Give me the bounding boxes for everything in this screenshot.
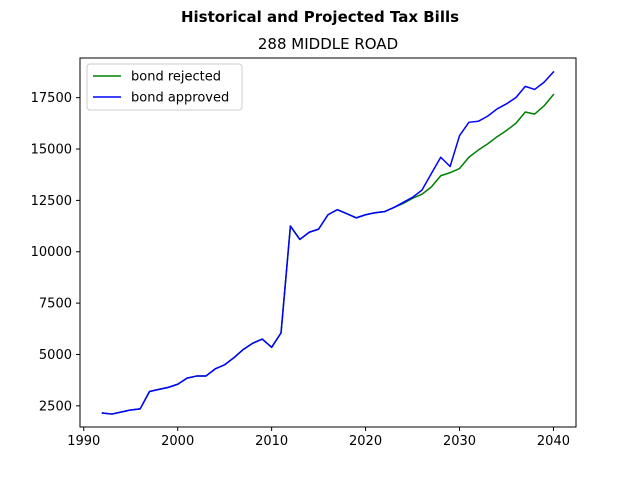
- series-line-bond-approved: [101, 70, 555, 415]
- chart-suptitle: Historical and Projected Tax Bills: [181, 8, 459, 26]
- axes-frame: [79, 57, 577, 428]
- x-tick-label: 1990: [67, 434, 100, 449]
- y-tick-label: 7500: [39, 297, 72, 312]
- y-tick-label: 5000: [39, 348, 72, 363]
- y-tick-label: 15000: [31, 143, 72, 158]
- x-tick-label: 2010: [255, 434, 288, 449]
- chart-title: 288 MIDDLE ROAD: [258, 35, 398, 53]
- legend-label: bond rejected: [131, 70, 221, 85]
- x-tick-label: 2040: [537, 434, 570, 449]
- legend-label: bond approved: [131, 91, 229, 106]
- x-tick-label: 2030: [443, 434, 476, 449]
- y-tick-label: 2500: [39, 399, 72, 414]
- y-tick-label: 12500: [31, 194, 72, 209]
- y-tick-label: 17500: [31, 91, 72, 106]
- legend-box: [86, 63, 243, 111]
- plot-area: 1990 2000 2010 2020 2030 2040 2500 5000 7500 1000…: [31, 57, 577, 449]
- x-tick-label: 2020: [349, 434, 382, 449]
- y-tick-label: 10000: [31, 245, 72, 260]
- x-tick-label: 2000: [161, 434, 194, 449]
